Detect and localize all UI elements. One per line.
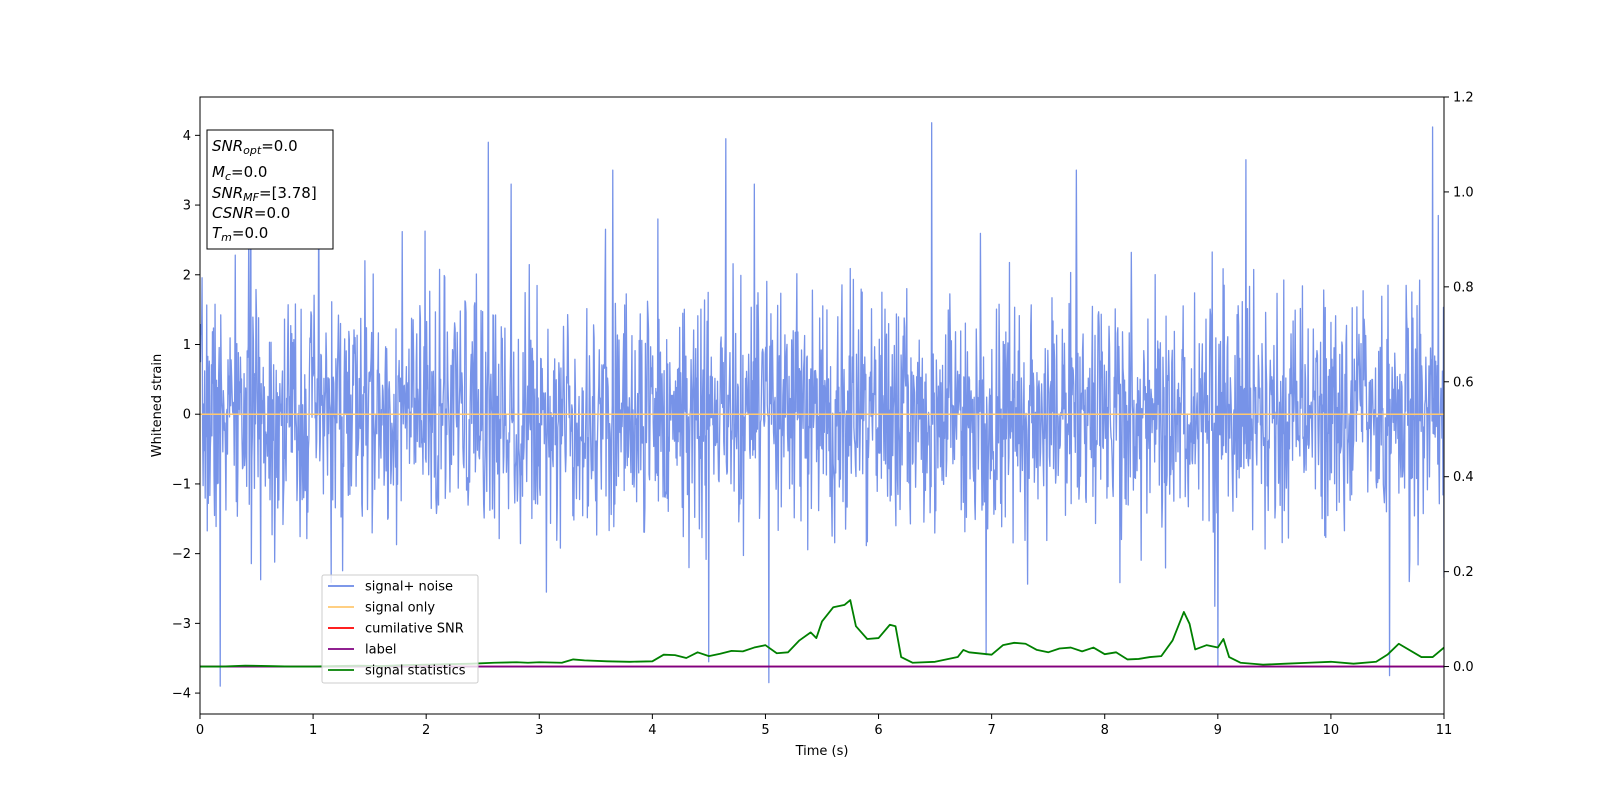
annotation-symbol: CSNR: [212, 204, 254, 222]
y-tick-label: 1: [183, 338, 191, 353]
legend-entry-label: label: [365, 643, 396, 658]
y2-tick-label: 0.4: [1453, 470, 1474, 485]
annotation-subscript: m: [221, 231, 232, 244]
annotation-line: SNRMF=[3.78]: [212, 184, 317, 204]
annotation-frame: [206, 129, 334, 250]
y-tick-label: 4: [183, 129, 191, 144]
plot-frame: [199, 96, 1445, 715]
x-tick-label: 6: [874, 723, 882, 738]
y2-tick-label: 0.0: [1453, 660, 1474, 675]
x-tick-label: 3: [535, 723, 543, 738]
legend-entry-label: signal statistics: [365, 664, 466, 679]
annotation-line: Mc=0.0: [212, 163, 267, 183]
annotation-subscript: MF: [243, 191, 259, 204]
x-axis-label: Time (s): [795, 744, 849, 759]
annotation-line: SNRopt=0.0: [212, 137, 298, 157]
y2-tick-label: 0.6: [1453, 375, 1474, 390]
x-tick-label: 5: [761, 723, 769, 738]
y-tick-label: −1: [172, 477, 191, 492]
x-tick-label: 10: [1323, 723, 1340, 738]
annotation-value: =0.0: [254, 204, 290, 222]
series-signal-noise: [200, 122, 1444, 687]
x-tick-label: 11: [1436, 723, 1453, 738]
legend-entry-label: signal+ noise: [365, 580, 453, 595]
annotation-line: Tm=0.0: [212, 224, 268, 244]
x-tick-label: 4: [648, 723, 656, 738]
legend-frame: [321, 574, 479, 684]
annotation-symbol: M: [212, 163, 225, 181]
annotation-subscript: c: [225, 170, 231, 183]
y-tick-label: 3: [183, 199, 191, 214]
y-tick-label: 0: [183, 408, 191, 423]
legend: signal+ noise signal only cumilative SNR la…: [321, 574, 479, 684]
series-signal-statistics: [200, 599, 1444, 668]
legend-entry-label: signal only: [365, 601, 435, 616]
y-tick-label: −2: [172, 547, 191, 562]
y-tick-label: −3: [172, 617, 191, 632]
x-tick-label: 8: [1101, 723, 1109, 738]
x-tick-label: 0: [196, 723, 204, 738]
annotation-box: SNRopt=0.0Mc=0.0SNRMF=[3.78]CSNR=0.0Tm=0…: [206, 129, 334, 250]
axes: 0 1 2 3 4 5 6 7 8 9 10 11 −4 −3 −2 −1 0 1 2 3 4 0.0 0.2 0.4 0.6 0…: [150, 91, 1474, 760]
annotation-value: =0.0: [232, 224, 268, 242]
y-tick-label: −4: [172, 687, 191, 702]
annotation-symbol: T: [212, 224, 223, 242]
y2-tick-label: 1.2: [1453, 91, 1474, 106]
annotation-value: =0.0: [231, 163, 267, 181]
y2-tick-label: 0.2: [1453, 565, 1474, 580]
annotation-value: =0.0: [261, 137, 297, 155]
annotation-symbol: SNR: [212, 184, 243, 202]
x-tick-label: 9: [1214, 723, 1222, 738]
x-tick-label: 1: [309, 723, 317, 738]
annotation-line: CSNR=0.0: [212, 204, 290, 222]
y-axis-label: Whitened strain: [150, 354, 165, 457]
legend-entry-label: cumilative SNR: [365, 622, 464, 637]
y-tick-label: 2: [183, 268, 191, 283]
x-tick-label: 7: [987, 723, 995, 738]
y2-tick-label: 1.0: [1453, 185, 1474, 200]
annotation-subscript: opt: [243, 144, 262, 157]
annotation-symbol: SNR: [212, 137, 243, 155]
x-tick-label: 2: [422, 723, 430, 738]
y2-tick-label: 0.8: [1453, 280, 1474, 295]
annotation-value: =[3.78]: [259, 184, 317, 202]
